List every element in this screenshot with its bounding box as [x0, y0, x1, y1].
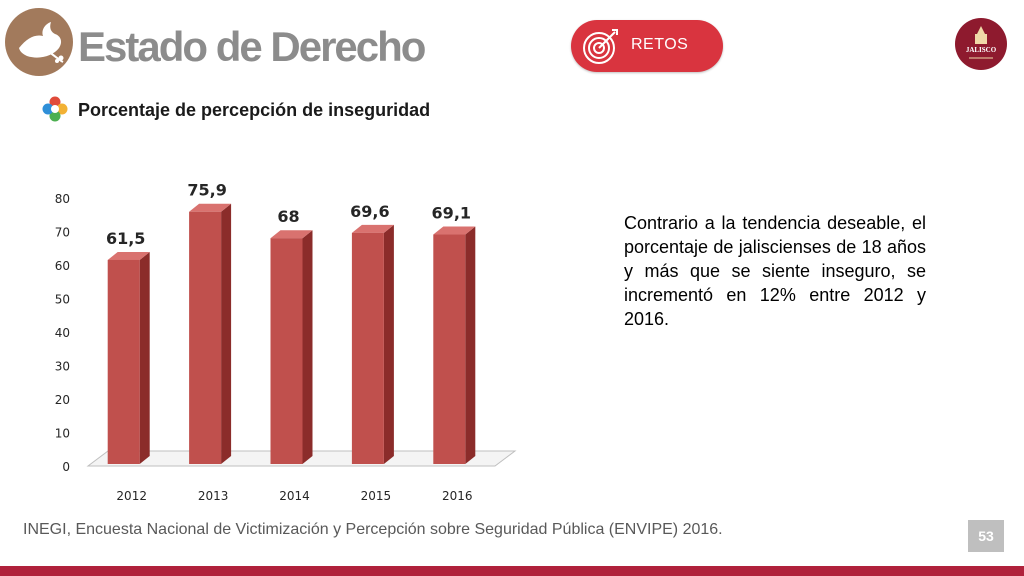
x-tick-label: 2016 — [442, 489, 473, 503]
y-tick-label: 30 — [55, 360, 70, 374]
y-tick-label: 40 — [55, 326, 70, 340]
bar — [107, 259, 140, 464]
x-tick-label: 2012 — [116, 489, 147, 503]
data-label: 68 — [277, 207, 299, 226]
y-tick-label: 10 — [55, 427, 70, 441]
bar — [270, 238, 303, 464]
bar-top — [433, 226, 476, 235]
bar — [189, 211, 222, 464]
chart-subtitle: Porcentaje de percepción de inseguridad — [78, 100, 431, 120]
bar-top — [107, 251, 150, 260]
bar-side — [221, 203, 232, 465]
bar-top — [189, 203, 232, 212]
x-tick-label: 2015 — [361, 489, 392, 503]
bar-side — [383, 224, 394, 464]
seal-text: JALISCO — [966, 46, 997, 54]
retos-badge: RETOS — [571, 20, 723, 72]
y-tick-label: 80 — [55, 192, 70, 206]
bar-top — [270, 230, 313, 239]
dove-logo — [5, 8, 73, 76]
y-tick-label: 60 — [55, 259, 70, 273]
y-tick-label: 70 — [55, 226, 70, 240]
y-tick-label: 0 — [62, 460, 70, 474]
data-label: 69,1 — [432, 204, 471, 223]
x-tick-label: 2014 — [279, 489, 310, 503]
bar-chart: 0 10 20 30 40 50 60 70 80 61,5 2012 75,9 2013 68 2014 6… — [55, 181, 517, 503]
target-icon — [583, 29, 618, 64]
data-label: 69,6 — [350, 202, 389, 221]
jalisco-seal-icon: JALISCO — [964, 26, 998, 59]
retos-label: RETOS — [631, 36, 689, 53]
bar — [433, 234, 466, 464]
y-tick-label: 50 — [55, 293, 70, 307]
bar-side — [302, 230, 313, 464]
dove-icon — [19, 22, 64, 63]
bar — [351, 232, 384, 464]
commentary-text: Contrario a la tendencia deseable, el po… — [624, 213, 926, 329]
data-label: 75,9 — [187, 181, 226, 200]
jalisco-seal: JALISCO — [955, 18, 1007, 70]
page-number: 53 — [968, 520, 1004, 552]
y-tick-label: 20 — [55, 393, 70, 407]
x-tick-label: 2013 — [198, 489, 229, 503]
bar-side — [139, 251, 150, 464]
footer-bar — [0, 566, 1024, 576]
bar-top — [351, 224, 394, 233]
bar-side — [465, 226, 476, 464]
colorful-flower-icon — [42, 96, 68, 122]
page-title: Estado de Derecho — [78, 23, 426, 70]
source-citation: INEGI, Encuesta Nacional de Victimizació… — [23, 521, 723, 538]
data-label: 61,5 — [106, 229, 145, 248]
